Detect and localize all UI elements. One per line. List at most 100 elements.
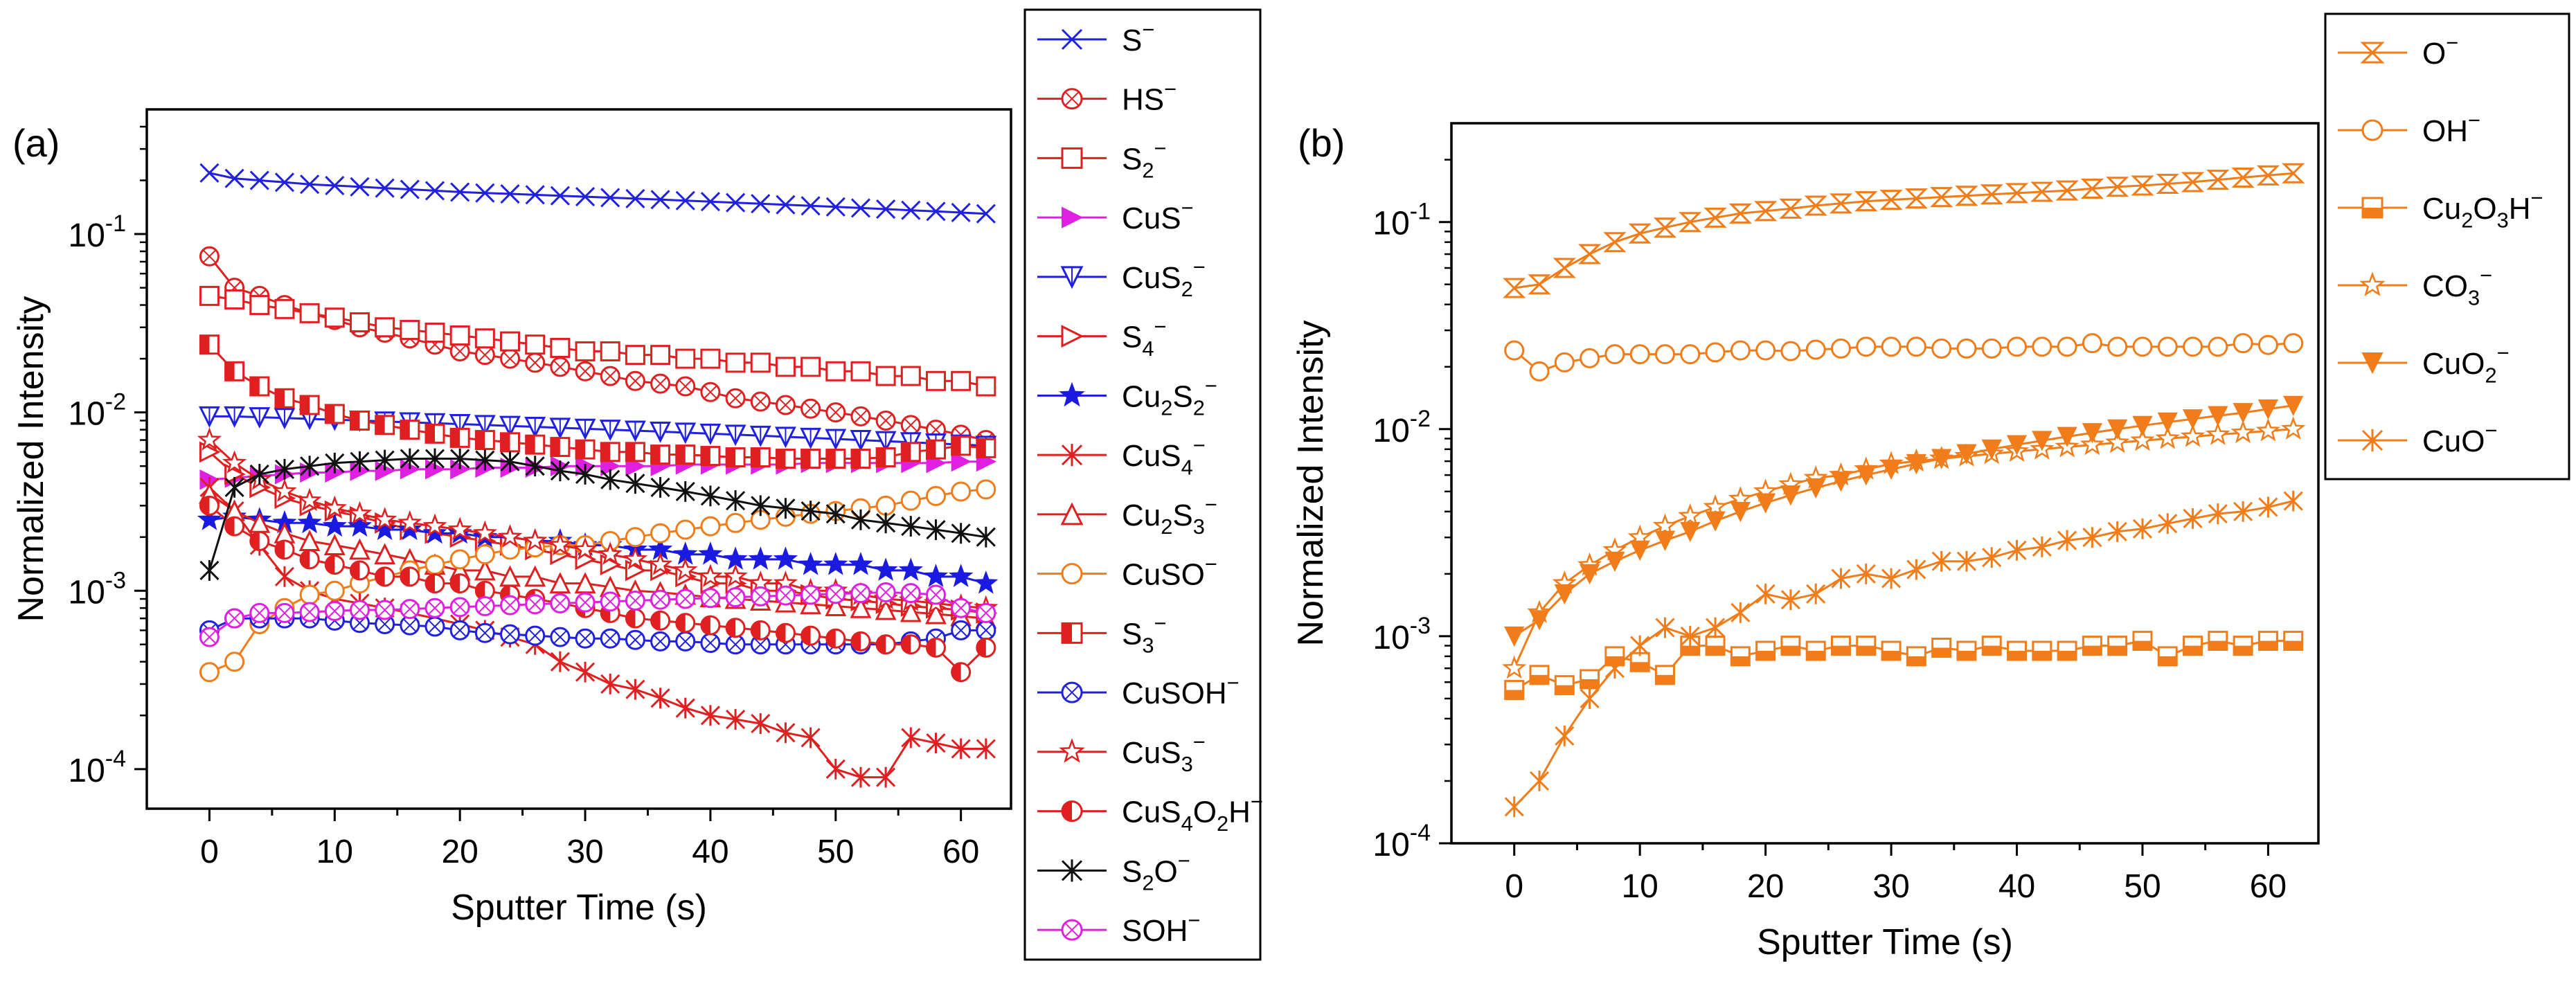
plot-frame	[1450, 122, 2320, 845]
data-point	[1629, 344, 1650, 365]
data-point	[850, 631, 871, 652]
data-point	[2032, 431, 2052, 451]
data-point	[550, 651, 570, 672]
data-point	[1856, 336, 1877, 357]
data-point	[775, 357, 796, 377]
data-point	[876, 199, 896, 219]
x-tick-label: 30	[566, 834, 603, 870]
data-point	[875, 447, 896, 468]
data-point	[199, 406, 220, 428]
data-point	[575, 341, 596, 361]
data-point	[948, 564, 974, 587]
data-point	[474, 580, 495, 601]
data-point	[1580, 669, 1600, 690]
data-point	[2106, 177, 2129, 197]
legend-marker	[1062, 206, 1084, 228]
data-point	[976, 637, 996, 658]
data-point	[500, 624, 521, 645]
data-point	[750, 391, 771, 412]
data-point	[374, 543, 396, 565]
data-point	[2105, 429, 2130, 453]
data-point	[2082, 636, 2102, 656]
data-point	[2206, 422, 2230, 445]
data-point	[2057, 640, 2077, 661]
data-point	[600, 341, 620, 361]
data-point	[600, 469, 620, 490]
data-point	[1806, 583, 1826, 604]
data-point	[598, 541, 623, 565]
data-point	[1805, 339, 1826, 360]
data-point	[751, 713, 771, 735]
data-point	[2230, 420, 2255, 444]
data-point	[199, 285, 220, 306]
data-point	[2257, 334, 2278, 355]
data-point	[650, 610, 671, 631]
data-point	[1931, 338, 1952, 359]
data-point	[751, 495, 771, 517]
data-point	[1956, 338, 1977, 359]
data-point	[675, 376, 696, 397]
plot-frame	[145, 108, 1012, 810]
data-point	[575, 439, 596, 460]
data-point	[1579, 564, 1600, 585]
series-line	[208, 458, 987, 571]
data-point	[775, 426, 796, 449]
data-point	[575, 187, 596, 207]
data-point	[474, 544, 495, 565]
data-point	[925, 370, 946, 391]
x-axis-label: Sputter Time (s)	[1757, 922, 2013, 962]
data-point	[650, 444, 671, 465]
data-point	[750, 447, 771, 468]
data-point	[876, 766, 896, 788]
data-point	[1779, 198, 1803, 219]
data-point	[2132, 415, 2153, 436]
data-point	[800, 501, 821, 522]
data-point	[500, 331, 521, 352]
data-point	[725, 634, 746, 655]
data-point	[2082, 333, 2102, 354]
data-point	[1830, 636, 1851, 656]
data-point	[1680, 344, 1701, 365]
legend-label: Cu2​S3​−	[1122, 492, 1217, 539]
data-point	[1730, 602, 1751, 623]
legend-marker	[2359, 271, 2386, 296]
data-point	[1879, 190, 1903, 210]
data-point	[1881, 336, 1902, 357]
data-point	[474, 622, 495, 643]
data-point	[1603, 232, 1627, 253]
data-point	[1504, 626, 1525, 647]
data-point	[925, 602, 947, 625]
legend-label: S2​O−	[1122, 849, 1190, 895]
data-point	[800, 357, 821, 377]
panel-a: (a) 0 10 20 30 40 50 60 Sputter Time (s) 10-4 10-3…	[11, 8, 1263, 961]
data-point	[2181, 172, 2205, 192]
data-point	[699, 423, 722, 445]
data-point	[2183, 636, 2203, 656]
data-point	[650, 190, 670, 210]
data-point	[2283, 333, 2304, 354]
data-point	[976, 438, 996, 458]
data-point	[925, 637, 946, 658]
data-point	[2107, 636, 2128, 656]
data-point	[825, 758, 846, 780]
data-point	[850, 583, 871, 604]
data-point	[400, 599, 420, 620]
data-point	[926, 201, 946, 222]
data-point	[2233, 403, 2253, 424]
legend-marker	[1061, 28, 1083, 50]
y-tick-label: 10-1	[1372, 199, 1431, 242]
series	[199, 608, 996, 655]
data-point	[675, 348, 696, 369]
data-point	[1805, 640, 1826, 661]
data-point	[299, 549, 320, 570]
data-point	[2183, 336, 2203, 357]
data-point	[1705, 342, 1726, 363]
data-point	[2206, 170, 2230, 190]
data-point	[199, 627, 220, 647]
data-point	[199, 495, 220, 516]
data-point	[525, 334, 546, 355]
data-point	[350, 451, 370, 472]
data-point	[550, 337, 571, 358]
data-point	[474, 559, 496, 581]
data-point	[1628, 223, 1652, 244]
